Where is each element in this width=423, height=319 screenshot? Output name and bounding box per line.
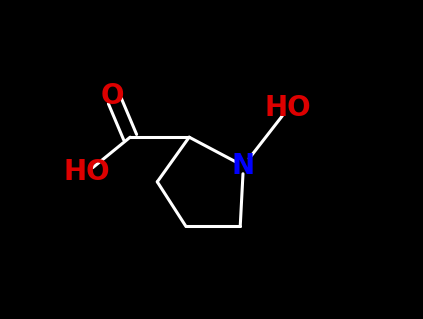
Text: HO: HO (265, 94, 311, 122)
Text: O: O (101, 82, 124, 110)
Text: N: N (232, 152, 255, 180)
Text: HO: HO (64, 158, 110, 186)
